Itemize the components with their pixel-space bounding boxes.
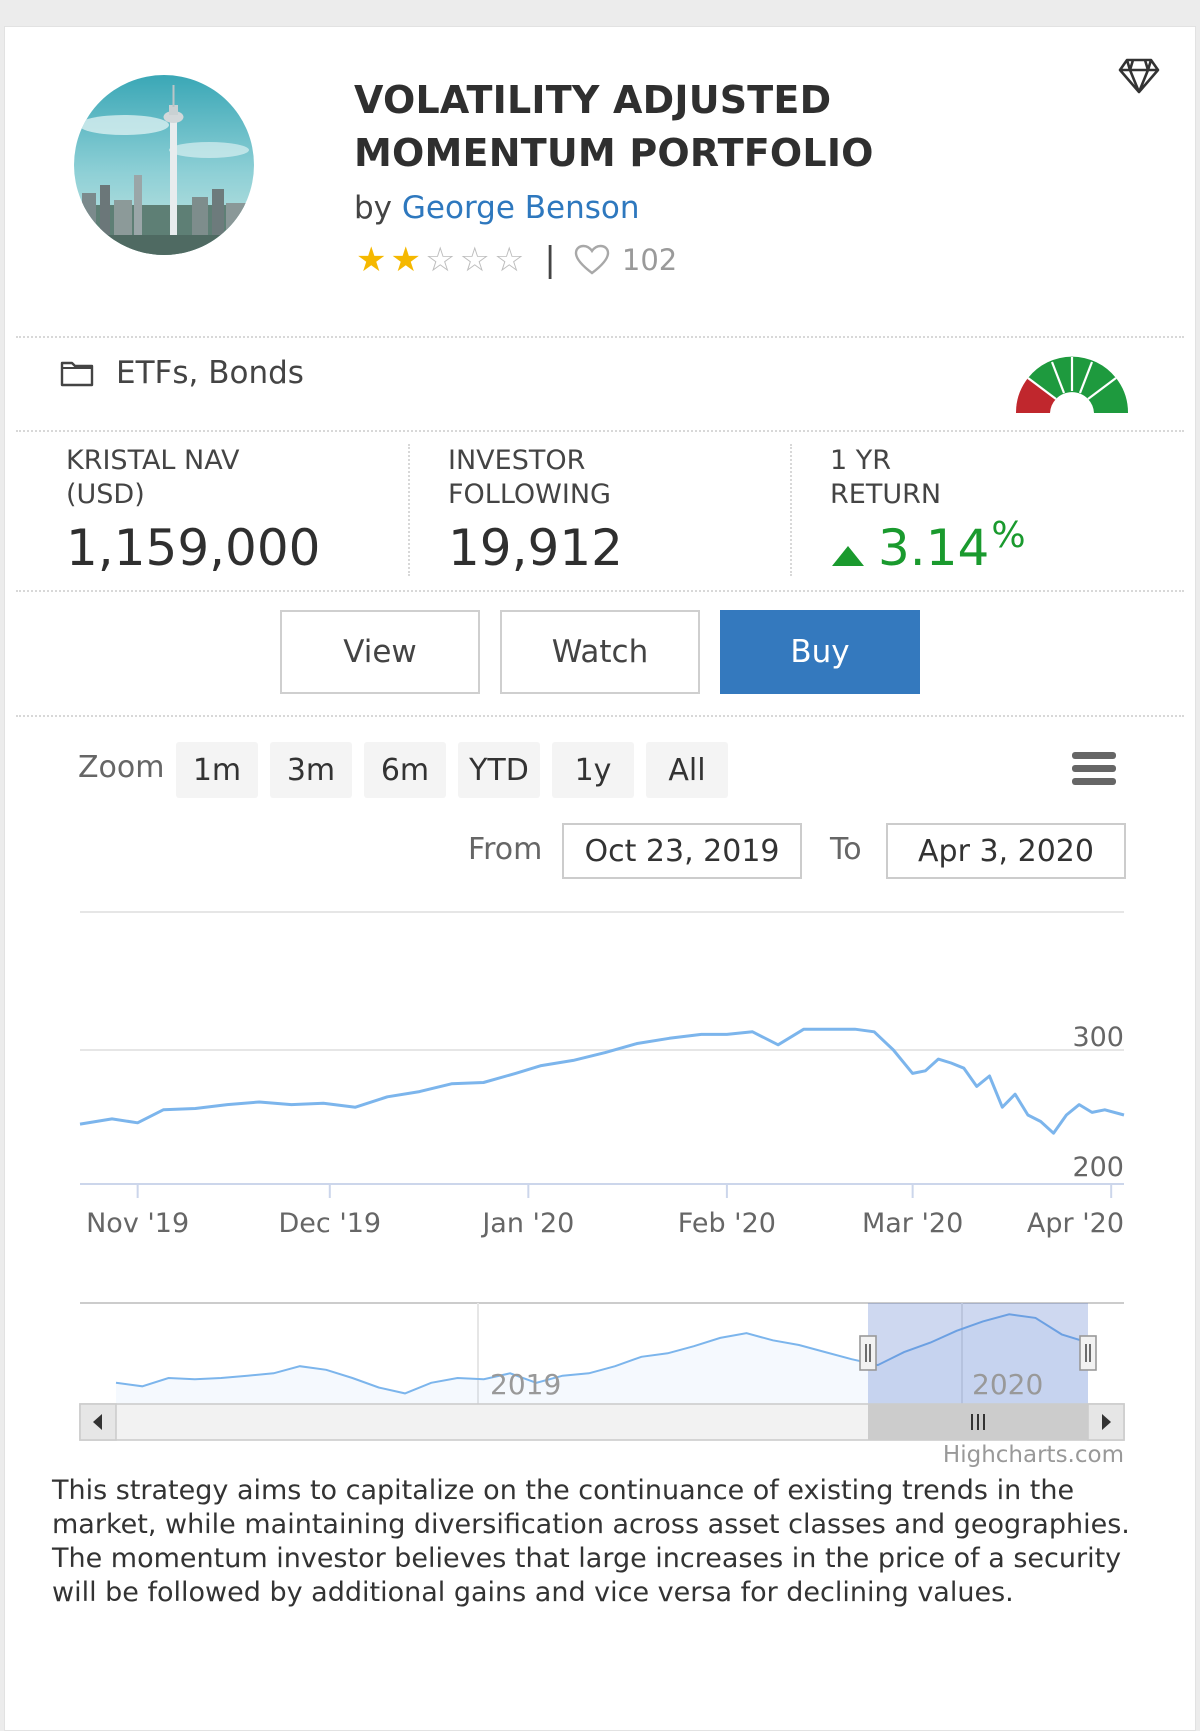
category-row: ETFs, Bonds	[60, 350, 304, 396]
star-icon[interactable]: ★	[356, 240, 387, 280]
to-date-input[interactable]: Apr 3, 2020	[886, 823, 1126, 879]
x-tick-label: Feb '20	[678, 1208, 776, 1239]
from-date-input[interactable]: Oct 23, 2019	[562, 823, 802, 879]
diamond-icon[interactable]	[1118, 58, 1160, 94]
navigator-area	[116, 1314, 1088, 1404]
rating-row: ★ ★ ☆ ☆ ☆ | 102	[356, 240, 677, 280]
from-label: From	[468, 832, 543, 867]
avatar	[74, 75, 254, 255]
x-tick-label: Dec '19	[278, 1208, 381, 1239]
author-byline: by George Benson	[354, 190, 640, 226]
nav-label-line-2: (USD)	[66, 479, 145, 510]
x-tick-label: Apr '20	[1027, 1208, 1124, 1239]
divider	[16, 430, 1184, 432]
series-line	[79, 1027, 1125, 1135]
star-icon[interactable]: ☆	[459, 240, 490, 280]
followers-value: 19,912	[448, 519, 623, 577]
stat-separator	[790, 444, 792, 576]
star-icon[interactable]: ☆	[493, 240, 525, 280]
up-triangle-icon	[832, 546, 864, 566]
star-rating[interactable]: ★ ★ ☆ ☆ ☆	[356, 240, 528, 280]
scroll-left-arrow-icon	[93, 1414, 102, 1430]
navigator-label-2020: 2020	[972, 1368, 1043, 1401]
x-tick-label: Jan '20	[480, 1208, 574, 1239]
title-line-2: MOMENTUM PORTFOLIO	[354, 131, 874, 175]
navigator-label-2019: 2019	[490, 1368, 561, 1401]
zoom-ytd-button[interactable]: YTD	[458, 742, 540, 798]
zoom-1m-button[interactable]: 1m	[176, 742, 258, 798]
to-label: To	[830, 832, 862, 867]
zoom-all-button[interactable]: All	[646, 742, 728, 798]
watch-button[interactable]: Watch	[500, 610, 700, 694]
y-tick-label: 300	[1072, 1022, 1124, 1053]
x-tick-label: Mar '20	[862, 1208, 963, 1239]
navigator-series-line	[115, 1313, 1089, 1395]
return-value: 3.14	[878, 519, 990, 577]
likes-count: 102	[621, 243, 678, 277]
return-unit: %	[991, 515, 1026, 556]
stat-nav: KRISTAL NAV (USD) 1,159,000	[66, 444, 386, 578]
divider	[16, 715, 1184, 717]
return-label-line-1: 1 YR	[830, 445, 892, 476]
title-line-1: VOLATILITY ADJUSTED	[354, 78, 832, 122]
scrollbar-grip-icon	[971, 1414, 985, 1430]
star-icon[interactable]: ★	[390, 240, 421, 280]
portfolio-title: VOLATILITY ADJUSTED MOMENTUM PORTFOLIO	[354, 74, 974, 180]
zoom-label: Zoom	[78, 750, 165, 785]
folder-icon	[60, 361, 94, 387]
scroll-right-arrow-icon	[1102, 1414, 1111, 1430]
navigator-selected-range[interactable]	[868, 1303, 1088, 1404]
followers-label-line-1: INVESTOR	[448, 445, 586, 476]
view-button[interactable]: View	[280, 610, 480, 694]
followers-label-line-2: FOLLOWING	[448, 479, 611, 510]
stat-followers: INVESTOR FOLLOWING 19,912	[448, 444, 768, 578]
hamburger-menu-icon[interactable]	[1072, 752, 1116, 788]
risk-gauge-icon	[1015, 356, 1129, 413]
return-label-line-2: RETURN	[830, 479, 942, 510]
category-label: ETFs, Bonds	[116, 355, 304, 391]
highcharts-credit[interactable]: Highcharts.com	[942, 1442, 1124, 1468]
nav-value: 1,159,000	[66, 519, 321, 577]
rating-separator: |	[544, 240, 556, 280]
price-chart[interactable]: Nov '19 Dec '19 Jan '20 Feb '20 Mar '20 Apr '…	[0, 900, 1200, 1240]
portfolio-description: This strategy aims to capitalize on the …	[52, 1475, 1130, 1608]
buy-button[interactable]: Buy	[720, 610, 920, 694]
author-link[interactable]: George Benson	[401, 190, 640, 226]
stat-separator	[408, 444, 410, 576]
x-tick-label: Nov '19	[86, 1208, 189, 1239]
divider	[16, 336, 1184, 338]
y-tick-label: 200	[1072, 1152, 1124, 1183]
navigator-right-handle[interactable]	[1079, 1335, 1097, 1371]
nav-label-line-1: KRISTAL NAV	[66, 445, 240, 476]
star-icon[interactable]: ☆	[424, 240, 456, 280]
avatar-image	[74, 75, 254, 255]
divider	[16, 590, 1184, 592]
stat-return: 1 YR RETURN 3.14 %	[830, 444, 1170, 578]
navigator-left-handle[interactable]	[859, 1335, 877, 1371]
by-prefix: by	[354, 190, 393, 226]
return-value-row: 3.14 %	[830, 518, 1170, 578]
scrollbar-left-button[interactable]	[79, 1403, 117, 1441]
zoom-6m-button[interactable]: 6m	[364, 742, 446, 798]
heart-icon[interactable]	[574, 244, 610, 276]
zoom-3m-button[interactable]: 3m	[270, 742, 352, 798]
chart-navigator[interactable]: 2019 2020	[0, 1300, 1200, 1446]
zoom-1y-button[interactable]: 1y	[552, 742, 634, 798]
